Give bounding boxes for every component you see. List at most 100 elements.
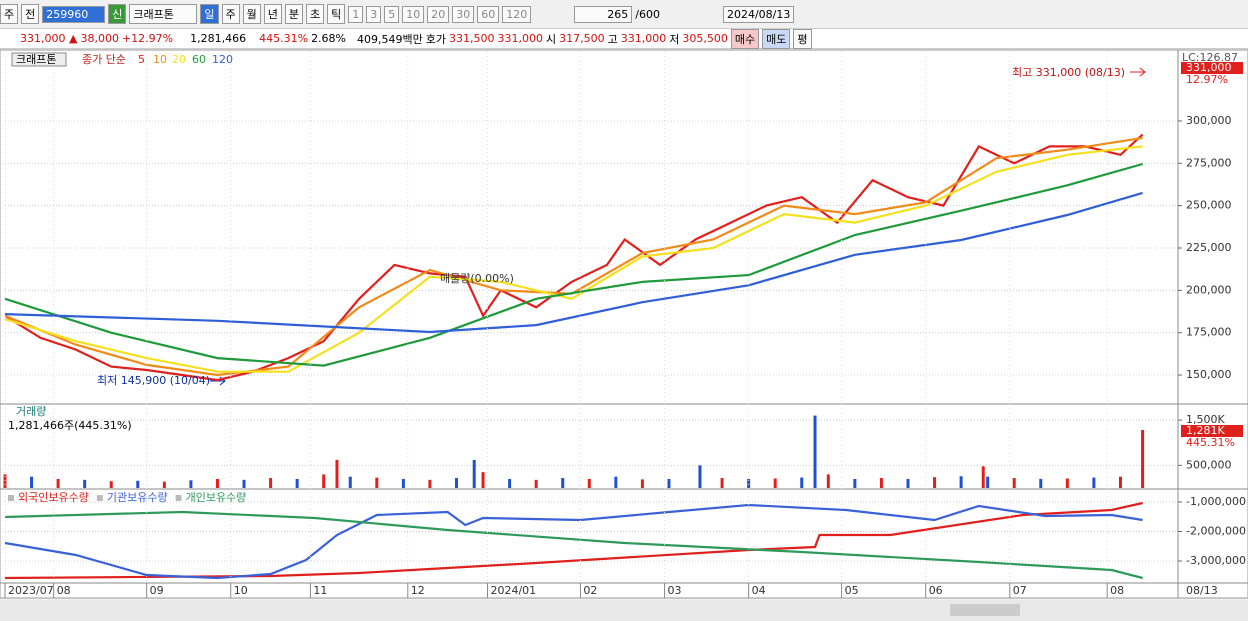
high-arrow	[1130, 67, 1146, 77]
x-tick-label: 08	[1110, 584, 1124, 597]
y-tick-label: 200,000	[1186, 283, 1232, 296]
type-button[interactable]: 전	[21, 4, 40, 24]
lc-label: LC:126.87	[1182, 51, 1238, 64]
bid: 331,000	[497, 32, 544, 45]
interval-button[interactable]: 120	[502, 5, 532, 23]
volume-bar	[189, 480, 193, 488]
volume-bar	[269, 478, 273, 488]
interval-button[interactable]: 30	[452, 5, 475, 23]
period-button[interactable]: 년	[263, 4, 282, 24]
volume-bar	[30, 476, 34, 488]
volume-bar	[335, 459, 339, 488]
scroll-thumb[interactable]	[950, 604, 1020, 616]
volume-bar	[162, 481, 166, 488]
volume-bar	[879, 478, 883, 488]
legend-item: 5	[138, 53, 145, 66]
code-input[interactable]: 259960	[42, 5, 106, 23]
last-price-box	[1181, 62, 1243, 74]
x-tick-label: 2024/01	[490, 584, 536, 597]
annotation: 매물량(0.00%)	[440, 272, 514, 285]
period-button[interactable]: 초	[306, 4, 325, 24]
legend-item: 60	[192, 53, 206, 66]
line-series	[4, 145, 1143, 373]
interval-button[interactable]: 1	[348, 5, 364, 23]
panel-subtitle: 1,281,466주(445.31%)	[8, 419, 132, 432]
line-series	[4, 133, 1144, 382]
period-button[interactable]: 틱	[327, 4, 346, 24]
volume-bar	[813, 415, 817, 488]
volume-bar	[959, 476, 963, 488]
last-volume-box	[1181, 425, 1243, 437]
info-bar: 331,000 ▲ 38,000 +12.97% 1,281,466 445.3…	[0, 28, 1248, 49]
interval-button[interactable]: 3	[366, 5, 382, 23]
amount: 409,549백만	[357, 32, 423, 46]
x-tick-label: 2023/07	[8, 584, 54, 597]
ask: 331,500	[449, 32, 495, 45]
legend-item: 개인보유수량	[186, 491, 247, 504]
line-series	[4, 162, 1143, 367]
interval-button[interactable]: 60	[477, 5, 500, 23]
volume-bar	[981, 466, 985, 488]
scrollbar[interactable]	[0, 600, 1248, 621]
legend-swatch	[175, 495, 182, 501]
annotation: 최고 331,000 (08/13)	[1012, 66, 1125, 79]
panel-title: 거래량	[16, 405, 46, 418]
chart-frame	[0, 49, 1248, 599]
period-button[interactable]: 분	[284, 4, 303, 24]
y-tick-label: -3,000,000	[1186, 554, 1246, 567]
line-series	[4, 510, 1143, 580]
volume-bar	[348, 476, 352, 488]
line-series	[4, 503, 1143, 580]
volume-bar	[109, 481, 113, 488]
interval-button[interactable]: 5	[384, 5, 400, 23]
open-label: 시	[546, 32, 557, 46]
volume-bar	[3, 474, 7, 488]
buy-button[interactable]: 매수	[730, 28, 760, 49]
low-label: 저	[669, 32, 680, 46]
y-tick-label: 150,000	[1186, 368, 1232, 381]
volume-bar	[667, 478, 671, 488]
volume-bar	[1141, 429, 1145, 488]
volume-bar	[401, 478, 405, 488]
date-input[interactable]: 2024/08/13	[722, 5, 795, 23]
volume-bar	[800, 477, 804, 488]
volume-bar	[853, 478, 857, 488]
volume-bar	[1092, 477, 1096, 488]
interval-button[interactable]: 20	[427, 5, 450, 23]
count: 265	[574, 5, 633, 23]
y-tick-label: -2,000,000	[1186, 525, 1246, 538]
y-tick-label: 1,500K	[1186, 413, 1225, 426]
volume-bar	[1039, 478, 1043, 488]
volume-bar	[472, 459, 476, 488]
volume-bar	[986, 476, 990, 488]
x-tick-label: 10	[234, 584, 248, 597]
toolbar: 주 전 259960 신 크래프톤 일 주 월 년 분 초 틱 1 3 5 10…	[0, 3, 1248, 25]
open: 317,500	[559, 32, 605, 45]
legend-swatch	[8, 495, 14, 501]
volume-bar	[720, 478, 724, 488]
y-tick-label: -1,000,000	[1186, 495, 1246, 508]
volume-bar	[215, 478, 219, 488]
avg-button[interactable]: 평	[793, 28, 812, 49]
volume-bar	[454, 478, 458, 488]
badge: 신	[108, 4, 127, 24]
stock-name: 크래프톤	[129, 4, 198, 24]
count-max: /600	[635, 7, 660, 21]
volume-bar	[747, 478, 751, 488]
legend-box	[11, 52, 67, 67]
period-button[interactable]: 일	[200, 4, 219, 24]
volume-bar	[587, 478, 591, 488]
volume-ratio: 445.31%	[259, 32, 309, 45]
line-series	[4, 501, 1143, 580]
period-button[interactable]: 주	[221, 4, 240, 24]
volume-bar	[428, 479, 432, 488]
volume-bar	[826, 474, 830, 488]
sell-button[interactable]: 매도	[762, 28, 791, 49]
period-button[interactable]: 월	[242, 4, 261, 24]
ma-label: 종가 단순	[82, 53, 126, 66]
volume-bar	[906, 478, 910, 488]
interval-button[interactable]: 10	[402, 5, 425, 23]
low: 305,500	[682, 32, 728, 45]
type-button[interactable]: 주	[0, 4, 19, 24]
